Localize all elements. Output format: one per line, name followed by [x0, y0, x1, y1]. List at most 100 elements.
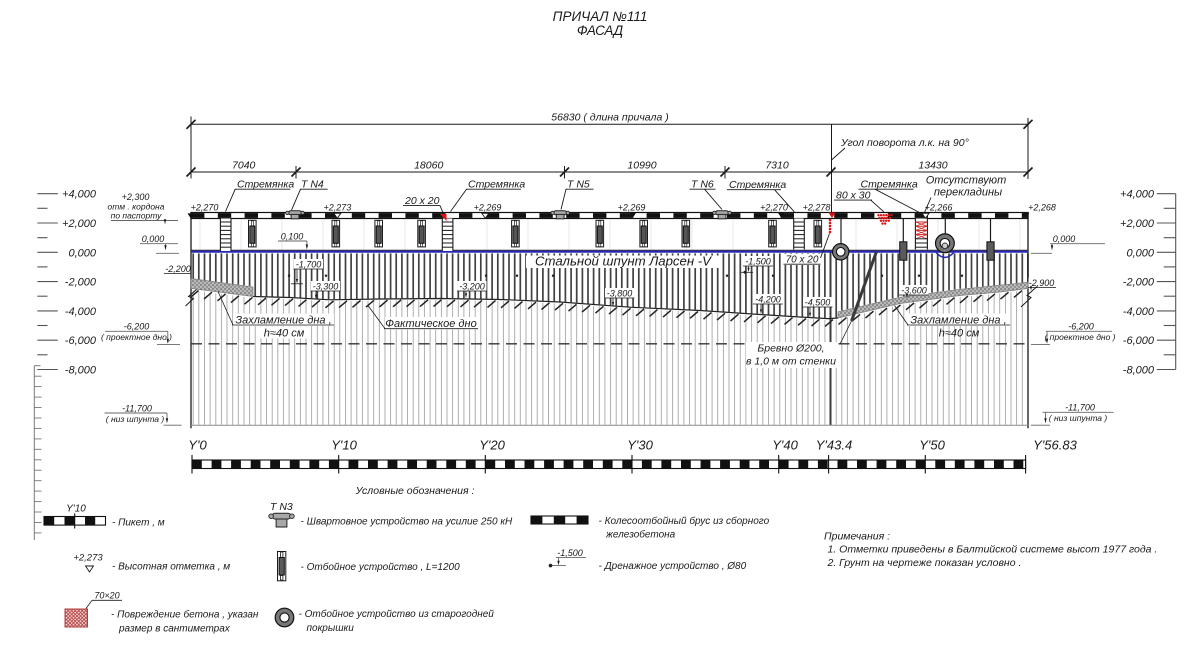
- svg-text:-2,200: -2,200: [165, 264, 191, 274]
- svg-text:7310: 7310: [765, 160, 789, 172]
- svg-text:13430: 13430: [918, 160, 947, 172]
- svg-text:размер в сантиметрах: размер в сантиметрах: [118, 624, 231, 635]
- svg-text:Y'50: Y'50: [919, 438, 945, 453]
- svg-text:80 x 30: 80 x 30: [836, 190, 871, 202]
- svg-text:+2,270: +2,270: [191, 202, 219, 212]
- svg-text:0,000: 0,000: [68, 247, 96, 259]
- svg-text:- Повреждение бетона , указан: - Повреждение бетона , указан: [111, 609, 259, 621]
- svg-text:( низ шпунта ): ( низ шпунта ): [106, 414, 165, 424]
- svg-text:-6,000: -6,000: [65, 335, 97, 347]
- svg-text:покрышки: покрышки: [307, 623, 355, 634]
- svg-text:-2,000: -2,000: [1123, 277, 1155, 289]
- svg-text:-11,700: -11,700: [122, 403, 152, 413]
- svg-text:-4,000: -4,000: [1123, 306, 1155, 318]
- svg-text:в 1,0 м от стенки: в 1,0 м от стенки: [746, 356, 836, 368]
- svg-text:+2,000: +2,000: [1120, 218, 1155, 230]
- svg-text:Бревно Ø200,: Бревно Ø200,: [757, 343, 824, 355]
- svg-text:ФАСАД: ФАСАД: [577, 23, 624, 38]
- svg-text:1. Отметки приведены в Балтий: 1. Отметки приведены в Балтийской систем…: [828, 544, 1158, 556]
- svg-text:Стремянка: Стремянка: [468, 179, 525, 191]
- svg-text:-3,300: -3,300: [313, 282, 339, 292]
- svg-text:Y'10: Y'10: [331, 438, 357, 453]
- svg-text:Условные обозначения :: Условные обозначения :: [355, 485, 475, 497]
- svg-text:0,000: 0,000: [142, 234, 165, 244]
- svg-text:-3,800: -3,800: [607, 289, 633, 299]
- svg-text:-8,000: -8,000: [65, 365, 97, 377]
- svg-text:- Отбойное устройство из старо: - Отбойное устройство из старогодней: [299, 608, 495, 620]
- svg-text:- Швартовное устройство на уси: - Швартовное устройство на усилие 250 кН: [301, 517, 514, 528]
- svg-text:7040: 7040: [232, 160, 256, 172]
- svg-text:Y'40: Y'40: [772, 438, 798, 453]
- svg-text:Захламление дна ,: Захламление дна ,: [235, 315, 331, 327]
- svg-text:( проектное дно ): ( проектное дно ): [1044, 332, 1115, 342]
- svg-text:-3,200: -3,200: [459, 282, 485, 292]
- svg-text:отм . кордона: отм . кордона: [108, 202, 165, 212]
- svg-text:по паспорту: по паспорту: [111, 211, 162, 221]
- svg-text:T N6: T N6: [691, 179, 714, 191]
- svg-text:-4,500: -4,500: [805, 298, 831, 308]
- svg-text:18060: 18060: [414, 160, 443, 172]
- svg-text:-11,700: -11,700: [1065, 403, 1095, 413]
- svg-text:Y'10: Y'10: [66, 504, 86, 515]
- svg-text:+2,266: +2,266: [925, 202, 953, 212]
- svg-text:Отсутствуют: Отсутствуют: [926, 175, 1007, 187]
- svg-text:-1,700: -1,700: [296, 260, 322, 270]
- svg-text:-2,900: -2,900: [1029, 278, 1055, 288]
- svg-text:20 x 20: 20 x 20: [404, 195, 440, 207]
- svg-text:-6,000: -6,000: [1123, 335, 1155, 347]
- svg-text:Y'0: Y'0: [188, 438, 207, 453]
- svg-text:Y'20: Y'20: [479, 438, 505, 453]
- svg-text:+2,278: +2,278: [803, 202, 831, 212]
- svg-text:70 x 20: 70 x 20: [786, 255, 819, 266]
- svg-text:-4,200: -4,200: [755, 295, 781, 305]
- svg-text:ПРИЧАЛ №111: ПРИЧАЛ №111: [553, 9, 648, 24]
- svg-text:Стремянка: Стремянка: [237, 179, 294, 191]
- svg-text:- Колесоотбойный брус из сбор: - Колесоотбойный брус из сборного: [599, 515, 770, 527]
- svg-text:Фактическое дно: Фактическое дно: [385, 318, 476, 330]
- svg-text:-3,600: -3,600: [901, 286, 927, 296]
- svg-text:железобетона: железобетона: [605, 529, 676, 541]
- svg-text:0,000: 0,000: [1126, 247, 1154, 259]
- svg-text:( низ шпунта ): ( низ шпунта ): [1049, 413, 1108, 423]
- svg-text:-1,500: -1,500: [745, 257, 771, 267]
- svg-text:Захламление дна ,: Захламление дна ,: [910, 315, 1006, 327]
- svg-text:+2,268: +2,268: [1028, 202, 1056, 212]
- svg-text:-2,000: -2,000: [65, 277, 97, 289]
- svg-text:+2,000: +2,000: [62, 218, 97, 230]
- svg-text:+2,269: +2,269: [474, 202, 502, 212]
- svg-text:+2,273: +2,273: [324, 202, 352, 212]
- svg-text:-1,500: -1,500: [557, 548, 583, 558]
- svg-text:Y'56.83: Y'56.83: [1033, 438, 1077, 453]
- svg-text:Примечания :: Примечания :: [824, 531, 890, 543]
- svg-text:T N5: T N5: [567, 179, 590, 191]
- svg-text:Стальной шпунт Ларсен -V: Стальной шпунт Ларсен -V: [535, 254, 712, 269]
- svg-text:+4,000: +4,000: [62, 189, 97, 201]
- svg-text:- Дренажное устройство , Ø80: - Дренажное устройство , Ø80: [599, 561, 747, 572]
- svg-text:Угол поворота л.к. на 90°: Угол поворота л.к. на 90°: [840, 137, 969, 149]
- svg-text:+2,273: +2,273: [73, 553, 103, 564]
- svg-text:+4,000: +4,000: [1120, 189, 1155, 201]
- svg-text:h≈40 см: h≈40 см: [939, 328, 980, 340]
- svg-text:2. Грунт на чертеже показа: 2. Грунт на чертеже показан условно .: [827, 557, 1022, 569]
- svg-text:Стремянка: Стремянка: [729, 179, 786, 191]
- svg-text:h≈40 см: h≈40 см: [264, 328, 305, 340]
- svg-text:перекладины: перекладины: [934, 187, 1002, 199]
- svg-text:56830 ( длина причала ): 56830 ( длина причала ): [551, 112, 668, 124]
- svg-text:-8,000: -8,000: [1123, 365, 1155, 377]
- svg-text:-4,000: -4,000: [65, 306, 97, 318]
- svg-text:+2,270: +2,270: [760, 202, 788, 212]
- svg-text:T N4: T N4: [301, 179, 324, 191]
- svg-text:- Высотная отметка , м: - Высотная отметка , м: [112, 562, 230, 573]
- svg-text:10990: 10990: [627, 160, 656, 172]
- svg-text:Y'30: Y'30: [627, 438, 653, 453]
- svg-text:70×20: 70×20: [94, 591, 119, 601]
- svg-text:- Отбойное устройство , L=1200: - Отбойное устройство , L=1200: [301, 561, 461, 573]
- svg-text:0,100: 0,100: [281, 231, 304, 241]
- svg-text:Стремянка: Стремянка: [861, 179, 918, 191]
- svg-text:-6,200: -6,200: [1068, 322, 1094, 332]
- svg-text:Y'43.4: Y'43.4: [816, 438, 852, 453]
- svg-text:T N3: T N3: [270, 501, 293, 513]
- svg-text:+2,300: +2,300: [122, 192, 150, 202]
- svg-text:0,000: 0,000: [1053, 234, 1076, 244]
- svg-text:+2,269: +2,269: [618, 202, 646, 212]
